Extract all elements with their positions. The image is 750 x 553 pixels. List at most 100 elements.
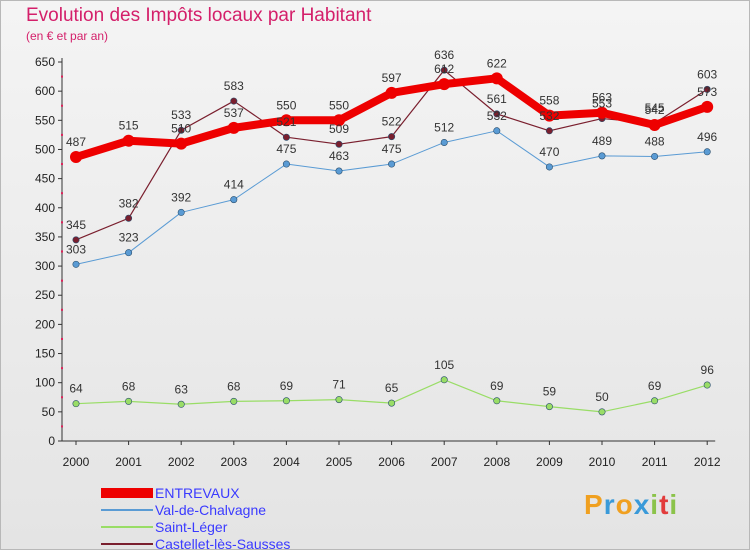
data-point xyxy=(490,72,503,85)
data-point xyxy=(648,118,661,131)
logo-letter: x xyxy=(633,489,651,520)
data-label: 496 xyxy=(697,130,717,144)
data-label: 512 xyxy=(434,120,454,134)
y-minor-dot xyxy=(61,279,63,282)
y-minor-dot xyxy=(61,75,63,78)
data-label: 561 xyxy=(487,92,507,106)
data-point xyxy=(230,97,238,105)
y-tick-label: 200 xyxy=(35,317,55,331)
y-tick-label: 100 xyxy=(35,376,55,390)
data-label: 509 xyxy=(329,122,349,136)
y-tick-label: 350 xyxy=(35,230,55,244)
data-point xyxy=(177,400,185,408)
data-label: 414 xyxy=(224,178,244,192)
chart-title: Evolution des Impôts locaux par Habitant xyxy=(26,5,372,26)
data-label: 583 xyxy=(224,79,244,93)
data-point xyxy=(388,133,396,141)
data-point xyxy=(125,249,133,257)
data-point xyxy=(545,403,553,411)
data-point xyxy=(703,85,711,93)
data-point xyxy=(333,114,345,127)
x-tick-label: 2011 xyxy=(642,455,668,469)
logo-letter: t xyxy=(659,489,670,520)
y-minor-dot xyxy=(61,396,63,399)
data-point xyxy=(598,152,606,160)
x-tick-label: 2000 xyxy=(63,455,90,469)
data-point xyxy=(385,86,398,99)
x-tick-label: 2010 xyxy=(589,455,616,469)
legend-swatch xyxy=(101,543,153,545)
proxiti-logo: Proxiti xyxy=(584,489,678,521)
data-point xyxy=(545,163,553,171)
data-point xyxy=(440,138,448,146)
data-label: 553 xyxy=(592,97,612,111)
data-point xyxy=(388,399,396,407)
data-point xyxy=(388,160,396,168)
x-tick-label: 2002 xyxy=(168,455,195,469)
data-label: 69 xyxy=(280,379,294,393)
y-tick-label: 550 xyxy=(35,113,55,127)
y-minor-dot xyxy=(61,221,63,224)
data-label: 105 xyxy=(434,358,454,372)
data-label: 59 xyxy=(543,385,557,399)
data-label: 463 xyxy=(329,149,349,163)
data-label: 533 xyxy=(171,108,191,122)
data-label: 521 xyxy=(276,115,296,129)
data-point xyxy=(651,152,659,160)
data-label: 487 xyxy=(66,135,86,149)
data-label: 50 xyxy=(595,390,609,404)
x-tick-label: 2001 xyxy=(115,455,142,469)
data-label: 71 xyxy=(332,378,346,392)
data-point xyxy=(543,109,556,122)
y-tick-label: 0 xyxy=(48,434,55,448)
y-tick-label: 650 xyxy=(35,55,55,69)
x-tick-label: 2004 xyxy=(273,455,300,469)
data-point xyxy=(545,127,553,135)
data-label: 563 xyxy=(592,91,612,105)
legend-swatch xyxy=(101,488,153,498)
data-point xyxy=(177,208,185,216)
data-label: 515 xyxy=(119,119,139,133)
y-tick-label: 450 xyxy=(35,172,55,186)
logo-letter: r xyxy=(603,489,616,520)
x-tick-label: 2009 xyxy=(536,455,563,469)
data-point xyxy=(335,140,343,148)
y-tick-label: 500 xyxy=(35,142,55,156)
data-label: 550 xyxy=(329,98,349,112)
data-label: 573 xyxy=(697,85,717,99)
logo-letter: i xyxy=(669,489,679,520)
data-point xyxy=(440,376,448,384)
logo-letter: P xyxy=(584,489,604,520)
legend-swatch xyxy=(101,526,153,528)
data-point xyxy=(175,137,188,150)
y-minor-dot xyxy=(61,367,63,370)
data-label: 392 xyxy=(171,190,191,204)
data-label: 510 xyxy=(171,122,191,136)
x-tick-label: 2003 xyxy=(220,455,247,469)
y-minor-dot xyxy=(61,250,63,253)
logo-letter: i xyxy=(650,489,660,520)
x-tick-label: 2005 xyxy=(326,455,353,469)
y-minor-dot xyxy=(61,104,63,107)
y-tick-label: 400 xyxy=(35,201,55,215)
data-label: 636 xyxy=(434,48,454,62)
data-label: 542 xyxy=(645,103,665,117)
y-minor-dot xyxy=(61,337,63,340)
data-point xyxy=(230,196,238,204)
data-point xyxy=(335,396,343,404)
data-label: 470 xyxy=(539,145,559,159)
legend-label: Val-de-Chalvagne xyxy=(155,502,267,518)
data-point xyxy=(282,160,290,168)
data-label: 475 xyxy=(276,142,296,156)
data-point xyxy=(282,133,290,141)
y-minor-dot xyxy=(61,163,63,166)
y-minor-dot xyxy=(61,192,63,195)
data-point xyxy=(177,126,185,134)
x-tick-label: 2006 xyxy=(378,455,405,469)
x-tick-label: 2012 xyxy=(694,455,721,469)
data-point xyxy=(125,397,133,405)
data-label: 532 xyxy=(487,109,507,123)
data-label: 303 xyxy=(66,242,86,256)
